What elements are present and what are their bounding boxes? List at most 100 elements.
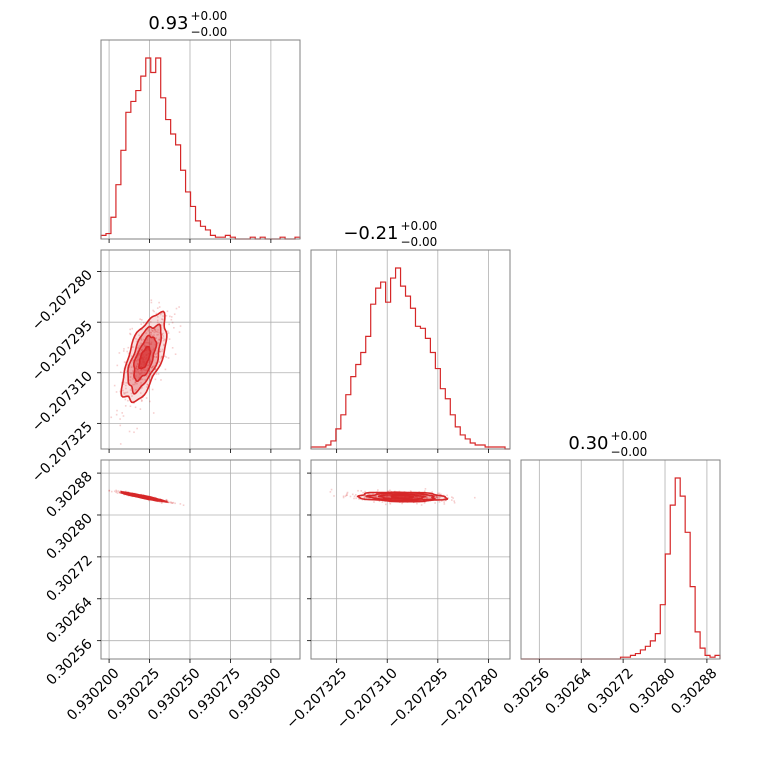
sample-point: [155, 373, 158, 375]
sample-point: [426, 496, 429, 499]
sample-point: [446, 494, 448, 497]
sample-point: [133, 431, 135, 434]
sample-point: [118, 491, 121, 494]
sample-point: [108, 489, 110, 492]
sample-point: [134, 382, 137, 384]
sample-point: [136, 427, 138, 430]
sample-point: [414, 495, 417, 498]
sample-point: [123, 348, 125, 350]
sample-point: [368, 493, 370, 496]
sample-point: [154, 368, 156, 370]
sample-point: [357, 497, 360, 500]
histogram-panel-2: −0.21 +0.00 −0.00: [310, 219, 511, 453]
sample-point: [132, 383, 134, 386]
sample-point: [163, 338, 166, 341]
sample-point: [151, 330, 154, 332]
sample-point: [151, 365, 154, 368]
sample-point: [168, 501, 171, 504]
sample-point: [453, 500, 456, 502]
sample-point: [159, 501, 161, 503]
sample-point: [381, 497, 384, 499]
sample-point: [142, 493, 145, 496]
sample-point: [139, 372, 142, 375]
sample-point: [388, 496, 390, 499]
sample-point: [346, 494, 348, 496]
sample-point: [170, 501, 172, 503]
sample-point: [161, 355, 164, 358]
sample-point: [125, 384, 127, 387]
sample-point: [153, 334, 155, 336]
sample-point: [157, 373, 160, 375]
x-tick-label: 0.30288: [668, 665, 720, 717]
sample-point: [124, 361, 127, 364]
sample-point: [140, 400, 143, 402]
sample-point: [123, 392, 125, 394]
sample-point: [139, 408, 142, 410]
sample-point: [139, 387, 142, 390]
sample-point: [141, 399, 143, 402]
sample-point: [431, 491, 433, 493]
sample-point: [146, 386, 148, 388]
sample-point: [140, 398, 142, 400]
sample-point: [368, 497, 371, 499]
sample-point: [174, 502, 176, 505]
sample-point: [329, 491, 332, 493]
sample-point: [145, 369, 148, 372]
sample-point: [135, 367, 138, 369]
sample-point: [150, 332, 153, 334]
sample-point: [409, 490, 412, 492]
sample-point: [435, 495, 438, 498]
sample-point: [146, 338, 148, 341]
sample-point: [155, 337, 157, 339]
sample-point: [443, 501, 445, 503]
sample-point: [438, 492, 441, 495]
sample-point: [133, 383, 136, 386]
sample-point: [425, 496, 428, 499]
sample-point: [377, 489, 379, 491]
sample-point: [435, 495, 438, 497]
sample-point: [389, 497, 391, 499]
sample-point: [166, 500, 169, 502]
sample-point: [149, 333, 151, 336]
sample-point: [182, 504, 185, 507]
sample-point: [355, 497, 357, 500]
sample-point: [147, 364, 150, 367]
sample-point: [162, 332, 164, 335]
sample-point: [422, 498, 424, 500]
sample-point: [141, 386, 143, 389]
sample-point: [148, 342, 150, 344]
sample-point: [138, 372, 141, 374]
sample-point: [440, 500, 443, 502]
sample-point: [167, 357, 170, 359]
sample-point: [437, 492, 439, 495]
sample-point: [145, 374, 148, 377]
sample-point: [119, 390, 122, 393]
sample-point: [415, 495, 418, 498]
sample-point: [108, 489, 111, 492]
sample-point: [438, 497, 441, 500]
sample-point: [150, 299, 153, 301]
sample-point: [131, 395, 133, 397]
sample-point: [162, 315, 164, 317]
sample-point: [139, 369, 142, 372]
sample-point: [161, 333, 163, 336]
sample-point: [160, 379, 162, 381]
sample-point: [122, 350, 125, 352]
sample-point: [174, 353, 177, 356]
sample-point: [139, 384, 142, 387]
sample-point: [141, 349, 143, 351]
sample-point: [140, 323, 143, 325]
sample-point: [162, 344, 165, 347]
panel-title-lower: −0.00: [191, 25, 228, 39]
sample-point: [159, 348, 161, 351]
sample-point: [150, 329, 153, 331]
sample-point: [153, 327, 156, 330]
sample-point: [145, 345, 148, 347]
sample-point: [165, 498, 168, 501]
sample-point: [125, 490, 127, 493]
sample-point: [150, 331, 152, 333]
sample-point: [172, 501, 175, 504]
sample-point: [153, 355, 155, 358]
sample-point: [414, 495, 417, 498]
sample-point: [132, 346, 134, 348]
